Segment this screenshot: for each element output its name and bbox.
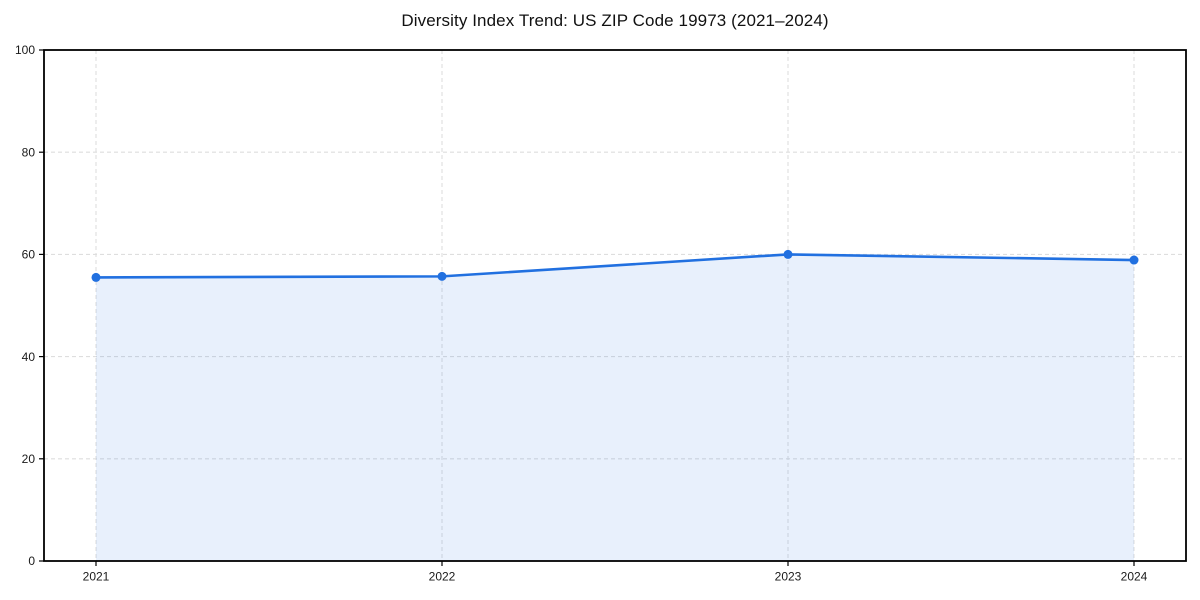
y-tick-label: 100 xyxy=(15,43,35,57)
data-point-marker xyxy=(437,271,447,281)
y-tick-label: 0 xyxy=(28,554,35,568)
area-fill xyxy=(96,254,1134,561)
data-point-marker xyxy=(783,249,793,259)
x-tick-label: 2023 xyxy=(775,570,802,584)
plot-border xyxy=(43,49,1187,562)
x-tick-label: 2024 xyxy=(1121,570,1148,584)
y-tick-label: 40 xyxy=(22,350,36,364)
x-tick-label: 2022 xyxy=(429,570,456,584)
data-point-marker xyxy=(91,272,101,282)
y-tick-label: 20 xyxy=(22,452,36,466)
data-point-marker xyxy=(1129,255,1139,265)
y-tick-label: 80 xyxy=(22,145,36,159)
chart-title: Diversity Index Trend: US ZIP Code 19973… xyxy=(401,11,829,30)
trend-line xyxy=(94,253,1136,279)
y-tick-label: 60 xyxy=(22,248,36,262)
x-tick-label: 2021 xyxy=(83,570,110,584)
